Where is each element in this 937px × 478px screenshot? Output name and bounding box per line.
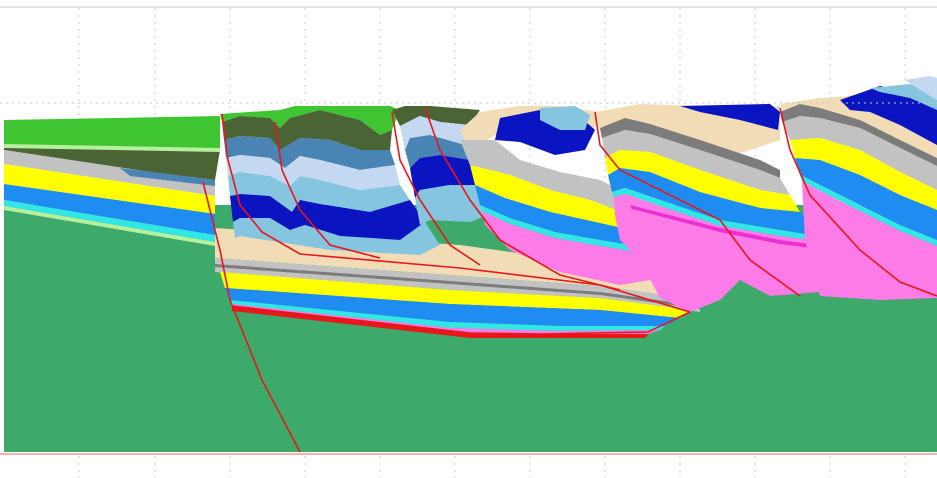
fault-trace-base <box>231 305 691 335</box>
faults <box>202 107 937 453</box>
lower-sheet-aqua-layer <box>230 300 665 331</box>
sheet3-azure-layer <box>475 185 650 248</box>
sheet5-aqua-layer <box>800 175 937 246</box>
sheet5-pale-layer <box>905 76 937 100</box>
fault-trace-6 <box>594 111 801 297</box>
horse1-sky-lower <box>233 218 440 255</box>
sheet4-yellow-layer <box>605 150 800 212</box>
sheet5-azure-layer <box>795 158 937 240</box>
sheet5-yellow-layer <box>790 138 937 210</box>
sheet3-magenta-layer <box>482 211 680 285</box>
sheet4-navy-layer <box>680 104 780 130</box>
footwall-aqua-layer <box>4 200 215 242</box>
horse2-steelblue-layer <box>405 135 470 168</box>
footwall-green-layer <box>4 116 220 150</box>
sheet4-magenta-layer <box>614 194 860 312</box>
fault-trace-3 <box>274 121 381 259</box>
horse2-olive-layer <box>392 106 480 126</box>
lower-sheet-darkgray-line <box>215 264 700 309</box>
lower-sheet-gray-layer <box>215 258 700 312</box>
sheet4-lightgray-layer <box>602 130 790 195</box>
sheet5-lightgray-layer <box>782 116 937 190</box>
lower-sheet-azure-layer <box>225 288 680 326</box>
footwall-gray-layer <box>4 150 215 196</box>
fault-trace-5 <box>424 107 621 291</box>
sheet4-gray-layer <box>600 118 780 178</box>
footwall-azure-layer <box>4 184 215 235</box>
sheet5-magenta-layer <box>802 181 937 300</box>
sheet5-gray-layer <box>780 104 937 166</box>
horse2-navy-layer <box>410 155 480 198</box>
fault-trace-4 <box>391 111 481 266</box>
sheet3-sky-layer <box>540 106 590 130</box>
sheet3-gray-layer <box>460 140 640 215</box>
sheet5-navy-layer <box>840 86 937 145</box>
sheet3-aqua-layer <box>480 205 650 254</box>
fault-trace-7 <box>779 107 937 297</box>
base-red-horizon <box>232 306 648 338</box>
fault-trace-1 <box>202 181 301 453</box>
horse1-navy-layer <box>230 194 425 240</box>
horse1-sky-layer <box>228 172 410 212</box>
footwall-lightgreen-line <box>4 206 215 246</box>
sheet3-yellow-layer <box>470 165 640 232</box>
lower-sheet-yellow-layer <box>220 272 690 318</box>
fault-trace-2 <box>221 113 691 313</box>
footwall-olive-layer <box>4 146 220 180</box>
horse1-olive-layer <box>222 110 392 150</box>
sheet5-sky-layer <box>870 84 937 110</box>
horse2-pale-layer <box>400 116 470 150</box>
footwall-lightgreen-topline <box>4 144 220 152</box>
horse1-steelblue-layer <box>224 136 395 170</box>
horse1-green-cap <box>220 106 400 135</box>
horse1-pale-layer <box>226 155 400 190</box>
footwall-yellow-layer <box>4 164 215 214</box>
strata <box>4 76 937 452</box>
sheet4-azure-layer <box>608 168 830 238</box>
footwall-steelblue-layer <box>120 168 215 186</box>
